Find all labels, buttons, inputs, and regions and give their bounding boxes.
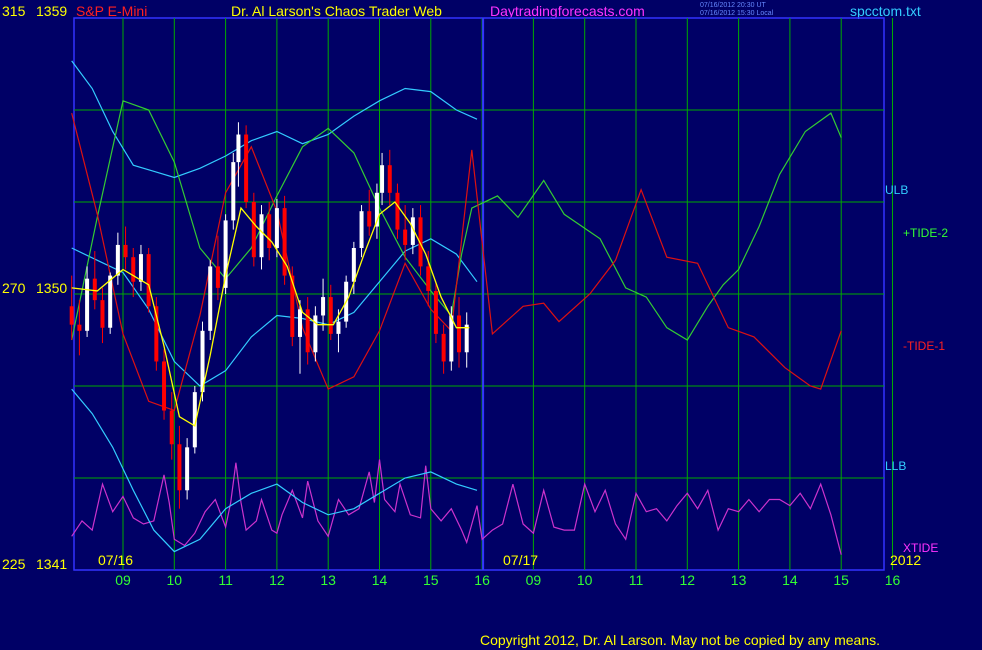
price-bar-body	[359, 211, 364, 248]
price-bar-body	[403, 229, 408, 245]
price-bar-body	[426, 266, 431, 291]
y-top-price-label: 1359	[36, 3, 68, 19]
price-bar-body	[328, 297, 333, 334]
year-label: 2012	[890, 552, 922, 568]
data-file-name: spcctom.txt	[850, 3, 921, 19]
price-bar-body	[177, 444, 182, 491]
price-bar-body	[290, 275, 295, 337]
price-bar-body	[108, 275, 113, 328]
price-bar-body	[464, 324, 469, 353]
price-bar-body	[313, 315, 318, 353]
x-tick-label: 09	[525, 572, 542, 588]
price-bar-body	[367, 211, 372, 227]
instrument-label: S&P E-Mini	[76, 3, 148, 19]
price-bar-body	[282, 208, 287, 276]
price-bar-body	[69, 306, 74, 325]
price-bar-body	[387, 165, 392, 193]
price-bar-body	[321, 297, 326, 316]
price-bar-body	[244, 134, 249, 202]
ulb-label: ULB	[885, 183, 909, 197]
price-bar-body	[418, 217, 423, 267]
price-bar-body	[410, 217, 415, 245]
site-link[interactable]: Daytradingforecasts.com	[490, 3, 645, 19]
xtide-line	[71, 459, 842, 555]
tide2-label: +TIDE-2	[903, 226, 949, 240]
y-bottom-price-label: 1341	[36, 556, 68, 572]
price-bar-body	[146, 254, 151, 307]
price-bar-body	[274, 208, 279, 248]
ulb-line	[71, 60, 478, 179]
x-tick-label: 16	[474, 572, 490, 588]
llb-label: LLB	[885, 459, 907, 473]
price-bar-body	[449, 315, 454, 362]
x-tick-label: 09	[115, 572, 131, 588]
price-bar-body	[100, 300, 105, 328]
x-tick-label: 15	[423, 572, 439, 588]
price-bar-body	[169, 410, 174, 445]
price-bar-body	[223, 220, 228, 288]
timestamp-ut: 07/16/2012 20:30 UT	[700, 2, 766, 9]
date-label-day1: 07/16	[98, 552, 134, 568]
x-tick-label: 10	[166, 572, 183, 588]
x-tick-label: 15	[833, 572, 849, 588]
price-bar-body	[77, 324, 82, 331]
cyan-average-line	[71, 238, 478, 387]
x-tick-label: 14	[371, 572, 388, 588]
price-bar-body	[259, 214, 264, 258]
x-tick-label: 13	[320, 572, 336, 588]
tide-minus-line	[71, 112, 842, 412]
x-tick-label: 12	[679, 572, 696, 588]
price-bar-body	[433, 290, 438, 334]
price-bar-body	[395, 192, 400, 230]
price-bar-body	[441, 333, 446, 362]
x-tick-label: 16	[884, 572, 901, 588]
page-title: Dr. Al Larson's Chaos Trader Web	[231, 3, 442, 19]
llb-line	[71, 388, 478, 553]
tide-plus-line	[71, 100, 842, 341]
price-bar-body	[297, 309, 302, 337]
price-bar-body	[200, 330, 205, 393]
price-bar-body	[131, 257, 136, 282]
price-bar-body	[336, 321, 341, 334]
x-tick-label: 13	[730, 572, 747, 588]
xtide-label: XTIDE	[903, 541, 939, 555]
price-bar-body	[92, 278, 97, 301]
price-average-line	[71, 201, 470, 427]
price-bar-body	[351, 248, 356, 282]
price-bar-body	[154, 306, 159, 362]
price-bar-body	[305, 309, 310, 353]
x-tick-label: 11	[628, 572, 644, 588]
x-tick-label: 12	[269, 572, 285, 588]
timestamp-local: 07/16/2012 15:30 Local	[700, 10, 774, 17]
y-bottom-outer-label: 225	[2, 556, 26, 572]
price-bar-body	[138, 254, 143, 282]
date-label-day2: 07/17	[503, 552, 539, 568]
price-bar-body	[251, 202, 256, 258]
copyright-notice: Copyright 2012, Dr. Al Larson. May not b…	[480, 632, 881, 648]
tide1-label: -TIDE-1	[903, 339, 945, 353]
x-tick-label: 14	[782, 572, 798, 588]
price-bar-body	[215, 266, 220, 288]
price-bar-body	[123, 244, 128, 258]
price-bar-body	[267, 214, 272, 248]
price-bar-body	[185, 447, 190, 491]
price-bar-body	[208, 266, 213, 331]
price-bar-body	[457, 315, 462, 353]
price-bar-body	[85, 278, 90, 331]
y-top-outer-label: 315	[2, 3, 26, 19]
price-bar-body	[162, 361, 167, 411]
price-bar-body	[231, 162, 236, 221]
price-bar-body	[380, 165, 385, 193]
price-bar-body	[374, 192, 379, 227]
y-mid-outer-label: 270	[2, 280, 26, 296]
price-bar-body	[115, 244, 120, 276]
x-tick-label: 11	[218, 572, 233, 588]
x-tick-label: 10	[576, 572, 593, 588]
y-mid-price-label: 1350	[36, 280, 68, 296]
price-bar-body	[236, 134, 241, 163]
price-bar-body	[192, 392, 197, 448]
